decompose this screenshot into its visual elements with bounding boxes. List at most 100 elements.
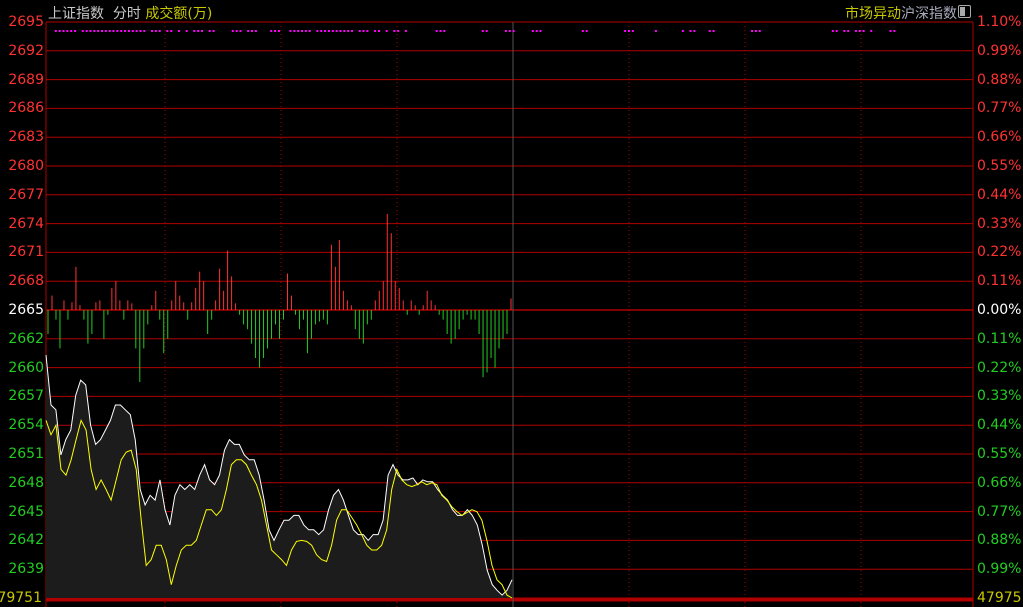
anomaly-marker — [758, 30, 761, 32]
right-title[interactable]: 沪深指数 — [901, 6, 957, 22]
anomaly-marker — [377, 30, 380, 32]
price-tick: 2689 — [8, 71, 44, 88]
anomaly-marker — [108, 30, 111, 32]
price-line — [45, 355, 513, 596]
anomaly-marker — [504, 30, 507, 32]
anomaly-marker — [254, 30, 257, 32]
anomaly-marker — [101, 30, 104, 32]
price-tick: 2665 — [8, 302, 44, 318]
percent-tick: 0.11% — [977, 273, 1022, 290]
anomaly-marker — [843, 30, 846, 32]
anomaly-marker — [143, 30, 146, 32]
anomaly-marker — [74, 30, 77, 32]
anomaly-marker — [358, 30, 361, 32]
anomaly-marker — [335, 30, 338, 32]
price-tick: 2651 — [8, 446, 44, 462]
percent-tick: 0.77% — [977, 100, 1022, 117]
percent-tick: 0.88% — [977, 532, 1022, 549]
anomaly-marker — [712, 30, 715, 32]
anomaly-marker — [627, 30, 630, 32]
anomaly-marker — [624, 30, 627, 32]
anomaly-marker — [751, 30, 754, 32]
price-tick: 2683 — [8, 129, 44, 146]
panel-toggle-icon[interactable] — [958, 5, 971, 18]
anomaly-marker — [404, 30, 407, 32]
price-tick: 2692 — [8, 42, 44, 59]
mode-tab[interactable]: 分时 — [112, 6, 141, 22]
price-tick: 2671 — [8, 244, 44, 261]
index-name[interactable]: 上证指数 — [48, 6, 104, 22]
anomaly-marker — [327, 30, 330, 32]
anomaly-marker — [54, 30, 57, 32]
bottom-right-value: 47975 — [977, 590, 1022, 606]
anomaly-marker — [681, 30, 684, 32]
percent-tick: 0.88% — [977, 71, 1022, 88]
anomaly-marker — [85, 30, 88, 32]
anomaly-marker — [70, 30, 73, 32]
price-tick: 2648 — [8, 474, 44, 491]
anomaly-marker — [831, 30, 834, 32]
price-tick: 2695 — [8, 14, 44, 30]
price-tick: 2680 — [8, 158, 44, 174]
anomaly-marker — [93, 30, 96, 32]
anomaly-marker — [116, 30, 119, 32]
anomaly-marker — [324, 30, 327, 32]
anomaly-marker — [201, 30, 204, 32]
anomaly-marker — [754, 30, 757, 32]
anomaly-marker — [239, 30, 242, 32]
anomaly-marker — [508, 30, 511, 32]
anomaly-marker — [62, 30, 65, 32]
price-tick: 2654 — [8, 417, 44, 434]
anomaly-marker — [274, 30, 277, 32]
anomaly-marker — [158, 30, 161, 32]
anomaly-marker — [631, 30, 634, 32]
price-tick: 2668 — [8, 273, 44, 290]
anomaly-marker — [693, 30, 696, 32]
anomaly-marker — [208, 30, 211, 32]
anomaly-marker — [581, 30, 584, 32]
anomaly-marker — [89, 30, 92, 32]
anomaly-marker — [127, 30, 130, 32]
anomaly-marker — [297, 30, 300, 32]
anomaly-marker — [197, 30, 200, 32]
anomaly-marker — [708, 30, 711, 32]
anomaly-marker — [316, 30, 319, 32]
anomaly-marker — [151, 30, 154, 32]
bottom-left-value: 79751 — [0, 590, 42, 606]
percent-tick: 0.22% — [977, 244, 1022, 261]
anomaly-marker — [385, 30, 388, 32]
anomaly-marker — [320, 30, 323, 32]
percent-tick: 0.99% — [977, 561, 1022, 578]
anomaly-marker — [251, 30, 254, 32]
percent-tick: 0.33% — [977, 215, 1022, 232]
anomaly-marker — [339, 30, 342, 32]
anomaly-marker — [654, 30, 657, 32]
anomaly-marker — [343, 30, 346, 32]
percent-tick: 0.99% — [977, 42, 1022, 59]
price-tick: 2662 — [8, 330, 44, 347]
price-tick: 2686 — [8, 100, 44, 117]
anomaly-marker — [177, 30, 180, 32]
anomaly-marker — [231, 30, 234, 32]
anomaly-marker — [539, 30, 542, 32]
percent-tick: 0.77% — [977, 503, 1022, 520]
anomaly-marker — [308, 30, 311, 32]
price-tick: 2657 — [8, 388, 44, 405]
anomaly-marker — [870, 30, 873, 32]
anomaly-marker — [247, 30, 250, 32]
anomaly-marker — [351, 30, 354, 32]
anomaly-marker — [439, 30, 442, 32]
anomaly-marker — [185, 30, 188, 32]
anomaly-marker — [835, 30, 838, 32]
price-tick: 2642 — [8, 532, 44, 549]
price-area — [46, 355, 512, 598]
percent-tick: 0.44% — [977, 417, 1022, 434]
anomaly-marker — [81, 30, 84, 32]
anomaly-marker — [131, 30, 134, 32]
chart-header-right: 市场异动沪深指数 — [845, 3, 957, 23]
anomaly-label[interactable]: 市场异动 — [845, 6, 901, 22]
indicator-label[interactable]: 成交额(万) — [145, 6, 213, 22]
price-tick: 2674 — [8, 215, 44, 232]
percent-tick: 0.66% — [977, 129, 1022, 146]
